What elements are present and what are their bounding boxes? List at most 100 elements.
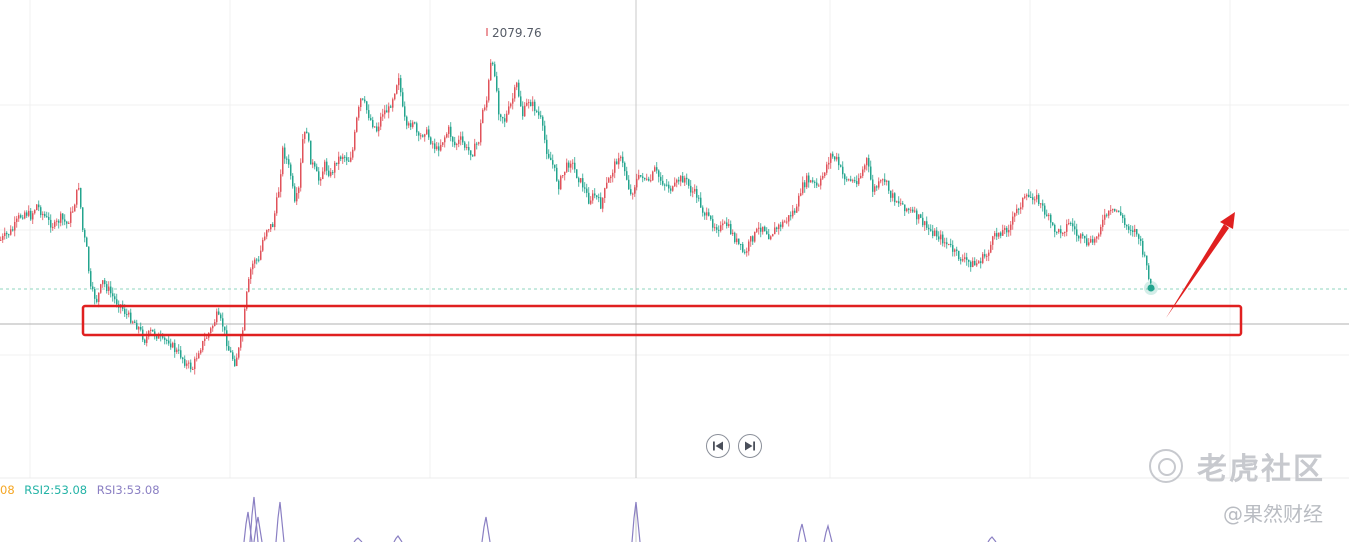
candle-body xyxy=(582,178,584,188)
candle-body xyxy=(14,221,16,231)
candle-body xyxy=(1022,197,1024,208)
candle-body xyxy=(1086,238,1088,246)
prev-button[interactable] xyxy=(706,434,730,458)
candle-body xyxy=(866,158,868,166)
candle-body xyxy=(616,161,618,165)
candle-body xyxy=(1098,234,1100,237)
candle-body xyxy=(146,336,148,343)
candle-body xyxy=(926,221,928,228)
candle-body xyxy=(706,212,708,216)
candle-body xyxy=(632,193,634,195)
candle-body xyxy=(1074,226,1076,230)
candle-body xyxy=(366,101,368,111)
candle-body xyxy=(606,182,608,189)
candle-body xyxy=(40,207,42,216)
candle-body xyxy=(430,137,432,144)
candle-body xyxy=(24,212,26,219)
watermark: 老虎社区 xyxy=(1149,444,1325,488)
candle-body xyxy=(382,114,384,117)
candle-body xyxy=(68,222,70,224)
candle-body xyxy=(924,221,926,226)
candle-body xyxy=(334,162,336,173)
candle-body xyxy=(1002,230,1004,236)
candle-body xyxy=(80,187,82,208)
candle-body xyxy=(226,330,228,347)
candle-body xyxy=(614,161,616,173)
candle-body xyxy=(346,157,348,161)
candle-body xyxy=(726,222,728,226)
candle-body xyxy=(984,254,986,257)
candle-body xyxy=(734,232,736,243)
candle-body xyxy=(50,219,52,228)
candle-body xyxy=(162,336,164,338)
candle-body xyxy=(136,322,138,330)
candle-body xyxy=(828,162,830,165)
candle-body xyxy=(596,195,598,198)
candle-body xyxy=(46,216,48,218)
candle-body xyxy=(696,188,698,198)
candle-body xyxy=(1014,213,1016,217)
candle-body xyxy=(846,179,848,181)
candle-body xyxy=(1066,224,1068,232)
candle-body xyxy=(400,78,402,93)
candle-body xyxy=(250,269,252,280)
candle-body xyxy=(816,182,818,186)
candle-body xyxy=(74,204,76,212)
candle-body xyxy=(282,147,284,175)
candle-body xyxy=(1080,234,1082,239)
candle-body xyxy=(444,137,446,143)
candle-body xyxy=(124,308,126,314)
candle-body xyxy=(48,216,50,220)
next-button[interactable] xyxy=(738,434,762,458)
candle-body xyxy=(826,164,828,173)
candle-body xyxy=(486,100,488,108)
candle-body xyxy=(326,161,328,171)
candle-body xyxy=(676,179,678,183)
candle-body xyxy=(272,224,274,228)
candle-body xyxy=(870,166,872,180)
candle-body xyxy=(552,160,554,165)
candle-body xyxy=(70,211,72,223)
candle-body xyxy=(332,172,334,174)
candle-body xyxy=(132,321,134,323)
candle-body xyxy=(490,62,492,81)
candle-body xyxy=(690,185,692,193)
support-zone-box xyxy=(81,304,1243,337)
candle-body xyxy=(598,197,600,199)
candle-body xyxy=(380,116,382,127)
candle-body xyxy=(182,357,184,360)
candle-body xyxy=(534,101,536,111)
candle-body xyxy=(928,227,930,230)
candle-body xyxy=(384,110,386,115)
candle-body xyxy=(462,136,464,143)
candle-body xyxy=(592,193,594,201)
candle-body xyxy=(624,162,626,172)
candle-body xyxy=(574,162,576,170)
candle-body xyxy=(840,165,842,167)
candle-body xyxy=(412,122,414,127)
candle-body xyxy=(1116,210,1118,212)
candle-body xyxy=(1004,227,1006,231)
candle-body xyxy=(862,169,864,176)
trend-arrow xyxy=(1166,212,1235,318)
candle-body xyxy=(460,136,462,140)
candle-body xyxy=(864,165,866,170)
candle-body xyxy=(340,156,342,160)
rsi3-value: RSI3:53.08 xyxy=(96,483,160,497)
candle-body xyxy=(458,139,460,144)
candle-body xyxy=(262,239,264,251)
candle-body xyxy=(1010,224,1012,230)
candle-body xyxy=(856,181,858,185)
candle-body xyxy=(166,339,168,341)
candle-body xyxy=(196,358,198,360)
candle-body xyxy=(2,236,4,240)
candle-body xyxy=(454,141,456,146)
candle-body xyxy=(750,236,752,242)
candle-body xyxy=(260,250,262,260)
candle-body xyxy=(654,167,656,172)
candle-body xyxy=(678,179,680,182)
candle-body xyxy=(664,184,666,186)
author-tag: @果然财经 xyxy=(1223,502,1323,526)
candle-body xyxy=(176,349,178,353)
candle-body xyxy=(762,226,764,232)
